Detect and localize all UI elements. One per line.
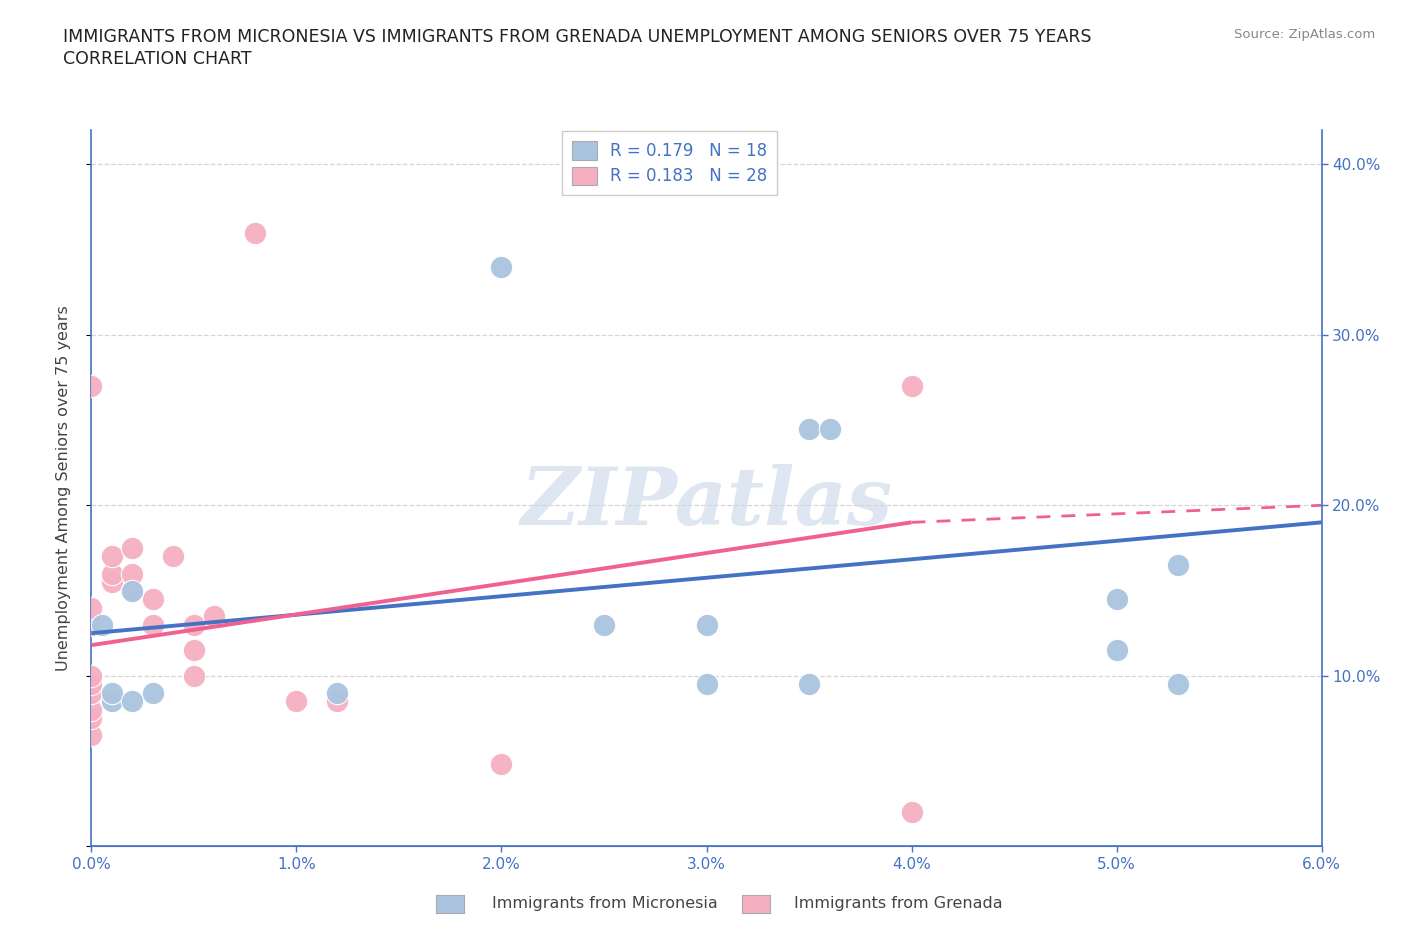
Point: [121, 540, 143, 555]
Point: [202, 609, 225, 624]
Point: [101, 549, 124, 564]
Text: Source: ZipAtlas.com: Source: ZipAtlas.com: [1234, 28, 1375, 41]
Point: [245, 225, 267, 240]
Point: [326, 685, 349, 700]
Point: [695, 618, 717, 632]
Point: [491, 259, 513, 274]
Point: [183, 618, 205, 632]
Point: [121, 583, 143, 598]
Point: [80, 618, 103, 632]
Point: [142, 591, 165, 606]
Point: [162, 549, 184, 564]
Point: [491, 757, 513, 772]
Text: IMMIGRANTS FROM MICRONESIA VS IMMIGRANTS FROM GRENADA UNEMPLOYMENT AMONG SENIORS: IMMIGRANTS FROM MICRONESIA VS IMMIGRANTS…: [63, 28, 1092, 46]
Point: [80, 677, 103, 692]
Point: [593, 618, 616, 632]
Text: ZIPatlas: ZIPatlas: [520, 464, 893, 541]
Point: [121, 694, 143, 709]
Point: [183, 669, 205, 684]
Point: [80, 669, 103, 684]
Point: [80, 600, 103, 615]
Point: [900, 804, 922, 819]
Point: [80, 379, 103, 393]
Point: [121, 566, 143, 581]
Point: [121, 583, 143, 598]
Point: [101, 694, 124, 709]
Point: [101, 685, 124, 700]
Point: [797, 677, 820, 692]
Text: CORRELATION CHART: CORRELATION CHART: [63, 50, 252, 68]
Point: [695, 677, 717, 692]
Point: [80, 685, 103, 700]
Point: [101, 575, 124, 590]
Point: [1167, 677, 1189, 692]
Point: [1105, 591, 1128, 606]
Point: [80, 728, 103, 743]
Point: [1105, 643, 1128, 658]
Point: [285, 694, 308, 709]
Point: [142, 618, 165, 632]
Point: [101, 566, 124, 581]
Point: [1167, 558, 1189, 573]
Point: [818, 421, 841, 436]
Point: [326, 694, 349, 709]
Point: [142, 685, 165, 700]
Point: [80, 702, 103, 717]
Y-axis label: Unemployment Among Seniors over 75 years: Unemployment Among Seniors over 75 years: [56, 305, 70, 671]
Point: [183, 643, 205, 658]
Legend: R = 0.179   N = 18, R = 0.183   N = 28: R = 0.179 N = 18, R = 0.183 N = 28: [562, 131, 778, 195]
Point: [80, 711, 103, 726]
Point: [797, 421, 820, 436]
Text: Immigrants from Micronesia: Immigrants from Micronesia: [492, 897, 718, 911]
Text: Immigrants from Grenada: Immigrants from Grenada: [794, 897, 1002, 911]
Point: [900, 379, 922, 393]
Point: [90, 618, 112, 632]
